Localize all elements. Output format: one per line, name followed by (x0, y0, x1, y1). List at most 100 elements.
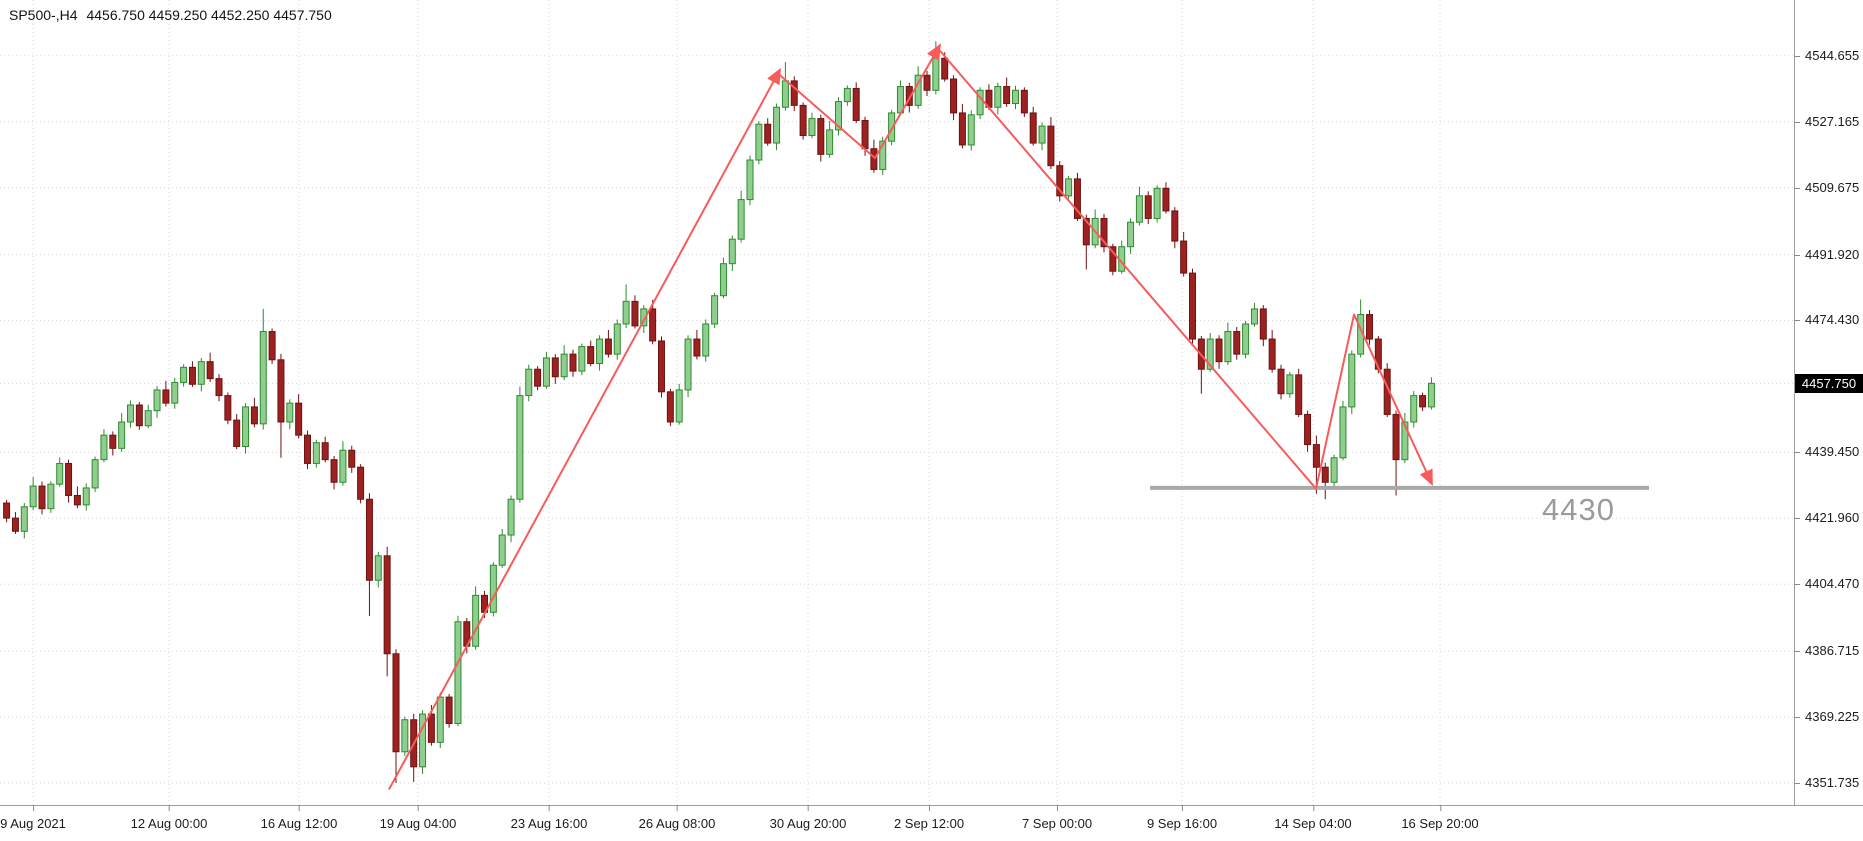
support-level-label[interactable]: 4430 (1542, 491, 1615, 527)
time-axis-label: 2 Sep 12:00 (893, 805, 965, 831)
chart-canvas[interactable] (0, 0, 1794, 806)
candle-bullish (967, 114, 975, 146)
candle-bearish (65, 462, 73, 496)
candle-bullish (879, 140, 887, 170)
price-axis-label: 4509.675 (1793, 179, 1860, 195)
candle-bearish (3, 502, 11, 519)
candle-bullish (153, 389, 161, 412)
trend-arrow[interactable] (388, 67, 781, 790)
candle-bearish (799, 104, 807, 137)
time-axis-label: 7 Sep 00:00 (1021, 805, 1093, 831)
candle-bullish (640, 308, 648, 327)
candle-bearish (427, 713, 435, 743)
candle-bearish (790, 80, 798, 106)
time-axis-label: 23 Aug 16:00 (510, 805, 588, 831)
candle-bullish (1286, 374, 1294, 395)
time-axis-label: 30 Aug 20:00 (769, 805, 847, 831)
ohlc-readout: 4456.750 4459.250 4452.250 4457.750 (86, 7, 332, 23)
candle-bullish (542, 357, 550, 387)
price-axis-label: 4386.715 (1793, 643, 1860, 659)
candle-bullish (826, 129, 834, 155)
price-axis-label: 4439.450 (1793, 444, 1860, 460)
candle-bullish (808, 118, 816, 137)
price-axis-label: 4404.470 (1793, 576, 1860, 592)
candle-bearish (109, 434, 117, 449)
candle-bullish (675, 389, 683, 423)
time-axis[interactable]: 9 Aug 2021 12 Aug 00:00 16 Aug 12:00 19 Aug… (0, 805, 1863, 841)
candle-bearish (250, 406, 258, 425)
candle-bullish (118, 421, 126, 449)
candle-bearish (1082, 217, 1090, 246)
candle-bullish (1401, 421, 1409, 461)
candle-bullish (1427, 382, 1435, 408)
candle-bullish (746, 159, 754, 201)
price-axis-border (1794, 0, 1795, 806)
candle-bearish (587, 346, 595, 365)
candle-bearish (365, 498, 373, 581)
candle-bearish (1109, 246, 1117, 272)
current-price-value: 4457.750 (1801, 375, 1857, 391)
candle-bearish (73, 494, 81, 506)
candle-bearish (1277, 368, 1285, 395)
candle-bullish (781, 80, 789, 108)
candle-bullish (1250, 308, 1258, 325)
candle-bullish (197, 361, 205, 385)
candle-bearish (1056, 165, 1064, 197)
candle-bullish (994, 86, 1002, 108)
candle-bullish (737, 199, 745, 240)
candle-bullish (1135, 195, 1143, 223)
candle-bullish (1242, 323, 1250, 355)
candle-bullish (472, 594, 480, 647)
time-axis-label: 19 Aug 04:00 (379, 805, 457, 831)
candle-bullish (1410, 395, 1418, 423)
trend-arrow[interactable] (779, 43, 941, 160)
candle-bullish (976, 89, 984, 116)
price-axis-label: 4527.165 (1793, 113, 1860, 129)
candle-bullish (171, 381, 179, 404)
candle-bearish (233, 419, 241, 447)
candle-bearish (950, 78, 958, 114)
candle-bearish (604, 338, 612, 355)
candle-bearish (1304, 413, 1312, 446)
candle-bearish (1047, 125, 1055, 167)
candle-bearish (551, 357, 559, 378)
candle-bearish (1268, 338, 1276, 370)
candle-bullish (242, 406, 250, 447)
time-axis-border (0, 805, 1863, 806)
candle-bullish (1224, 331, 1232, 363)
time-axis-label: 14 Sep 04:00 (1274, 805, 1352, 831)
time-axis-label: 26 Aug 08:00 (638, 805, 716, 831)
candle-bearish (1189, 272, 1196, 340)
chart-header: SP500-,H4 4456.750 4459.250 4452.250 4457… (9, 7, 332, 23)
time-axis-label: 9 Sep 16:00 (1146, 805, 1218, 831)
candle-bullish (127, 404, 134, 423)
candle-bullish (932, 57, 940, 91)
candle-bearish (268, 331, 276, 361)
candle-bullish (286, 402, 294, 423)
candle-bearish (357, 466, 365, 500)
candle-bullish (684, 338, 692, 391)
candle-bullish (144, 410, 152, 427)
candle-bullish (888, 112, 896, 142)
candle-bullish (516, 395, 524, 500)
current-price-tag: 4457.750 (1795, 373, 1863, 393)
candle-bearish (534, 368, 542, 387)
candle-bearish (348, 449, 356, 468)
candle-bearish (666, 391, 674, 423)
candle-bearish (1003, 86, 1011, 104)
candle-bearish (1180, 240, 1188, 274)
trend-arrow[interactable] (939, 50, 1433, 490)
candle-bullish (507, 498, 515, 536)
price-axis[interactable]: 4457.750 4544.655 4527.165 4509.675 4491.92… (1793, 0, 1863, 806)
candle-bullish (20, 506, 28, 532)
candle-bearish (1233, 331, 1241, 355)
candle-bearish (188, 366, 196, 385)
candle-bearish (330, 459, 338, 483)
candle-bearish (224, 395, 232, 421)
price-axis-label: 4351.735 (1793, 774, 1860, 790)
candle-bullish (613, 323, 621, 355)
candle-bearish (11, 517, 19, 532)
time-axis-label: 12 Aug 00:00 (130, 805, 208, 831)
candle-bullish (719, 263, 727, 297)
